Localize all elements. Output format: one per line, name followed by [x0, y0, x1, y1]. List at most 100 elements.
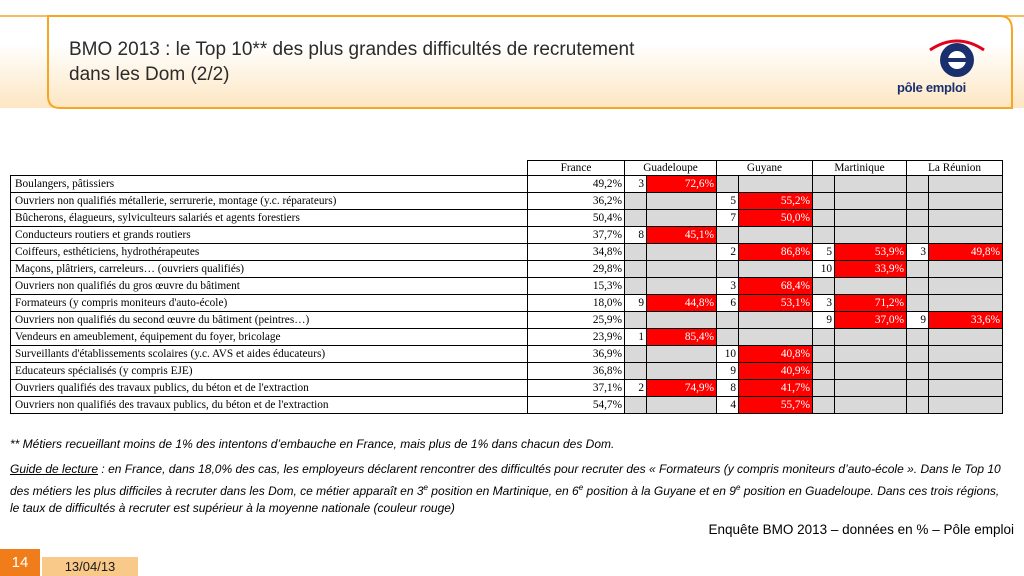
france-value: 15,3% [527, 277, 625, 295]
value-cell [928, 396, 1003, 414]
column-header-guyane: Guyane [716, 160, 813, 176]
table-row: Educateurs spécialisés (y compris EJE) 36… [10, 362, 1003, 380]
table-row: Formateurs (y compris moniteurs d'auto-é… [10, 294, 1003, 312]
value-cell [834, 328, 907, 346]
row-label: Ouvriers qualifiés des travaux publics, … [10, 379, 528, 397]
value-cell [928, 209, 1003, 227]
value-cell [646, 396, 717, 414]
value-cell: 68,4% [738, 277, 813, 295]
value-cell: 33,6% [928, 311, 1003, 329]
value-cell: 50,0% [738, 209, 813, 227]
table-row: Boulangers, pâtissiers 49,2% 3 72,6% [10, 175, 1003, 193]
rank-cell: 3 [624, 175, 647, 193]
rank-cell [716, 328, 739, 346]
value-cell [834, 277, 907, 295]
value-cell: 53,9% [834, 243, 907, 261]
value-cell [738, 226, 813, 244]
rank-cell [906, 209, 929, 227]
row-label: Ouvriers non qualifiés du gros œuvre du … [10, 277, 528, 295]
value-cell [834, 192, 907, 210]
rank-cell [624, 396, 647, 414]
slide-title: BMO 2013 : le Top 10** des plus grandes … [69, 37, 829, 87]
rank-cell [906, 294, 929, 312]
table-row: Conducteurs routiers et grands routiers 3… [10, 226, 1003, 244]
table-row: Coiffeurs, esthéticiens, hydrothérapeute… [10, 243, 1003, 261]
row-label: Educateurs spécialisés (y compris EJE) [10, 362, 528, 380]
value-cell [834, 396, 907, 414]
pole-emploi-logo-icon [929, 39, 985, 77]
rank-cell: 9 [716, 362, 739, 380]
france-value: 18,0% [527, 294, 625, 312]
value-cell [834, 345, 907, 363]
rank-cell: 4 [716, 396, 739, 414]
value-cell [646, 260, 717, 278]
france-value: 37,1% [527, 379, 625, 397]
column-header-guadeloupe: Guadeloupe [624, 160, 717, 176]
value-cell [928, 175, 1003, 193]
rank-cell [812, 277, 835, 295]
rank-cell: 9 [906, 311, 929, 329]
rank-cell [906, 175, 929, 193]
row-label: Vendeurs en ameublement, équipement du f… [10, 328, 528, 346]
rank-cell: 5 [812, 243, 835, 261]
row-label: Ouvriers non qualifiés des travaux publi… [10, 396, 528, 414]
table-row: Vendeurs en ameublement, équipement du f… [10, 328, 1003, 346]
row-label: Maçons, plâtriers, carreleurs… (ouvriers… [10, 260, 528, 278]
rank-cell: 2 [716, 243, 739, 261]
value-cell: 44,8% [646, 294, 717, 312]
rank-cell: 6 [716, 294, 739, 312]
value-cell: 49,8% [928, 243, 1003, 261]
guide-text-1: : en France, dans 18,0% des cas, les emp… [10, 462, 1001, 498]
france-value: 29,8% [527, 260, 625, 278]
value-cell [646, 243, 717, 261]
value-cell [928, 345, 1003, 363]
rank-cell: 3 [906, 243, 929, 261]
rank-cell: 10 [812, 260, 835, 278]
rank-cell: 10 [716, 345, 739, 363]
row-label: Formateurs (y compris moniteurs d'auto-é… [10, 294, 528, 312]
table-row: Ouvriers non qualifiés du gros œuvre du … [10, 277, 1003, 295]
row-label: Coiffeurs, esthéticiens, hydrothérapeute… [10, 243, 528, 261]
table-row: Ouvriers non qualifiés métallerie, serru… [10, 192, 1003, 210]
rank-cell [716, 260, 739, 278]
rank-cell: 3 [812, 294, 835, 312]
rank-cell [624, 311, 647, 329]
value-cell [646, 345, 717, 363]
column-header-la-reunion: La Réunion [906, 160, 1003, 176]
rank-cell [624, 260, 647, 278]
rank-cell [624, 277, 647, 295]
header-blank [11, 161, 528, 176]
row-label: Bûcherons, élagueurs, sylviculteurs sala… [10, 209, 528, 227]
row-label: Ouvriers non qualifiés métallerie, serru… [10, 192, 528, 210]
rank-cell: 1 [624, 328, 647, 346]
guide-sup-1: e [423, 482, 428, 492]
value-cell: 85,4% [646, 328, 717, 346]
title-line-2: dans les Dom (2/2) [69, 64, 230, 85]
reading-guide: Guide de lecture : en France, dans 18,0%… [10, 461, 1010, 518]
rank-cell: 9 [812, 311, 835, 329]
value-cell [738, 260, 813, 278]
guide-label: Guide de lecture [10, 462, 99, 476]
value-cell: 33,9% [834, 260, 907, 278]
table-row: Ouvriers non qualifiés des travaux publi… [10, 396, 1003, 414]
france-value: 23,9% [527, 328, 625, 346]
guide-text-2: position en Martinique, en 6 [427, 483, 579, 498]
value-cell [928, 260, 1003, 278]
value-cell: 71,2% [834, 294, 907, 312]
value-cell [646, 192, 717, 210]
table-header-row: France Guadeloupe Guyane Martinique La R… [11, 160, 1003, 176]
value-cell: 86,8% [738, 243, 813, 261]
rank-cell [624, 345, 647, 363]
footnote: ** Métiers recueillant moins de 1% des i… [10, 437, 615, 451]
value-cell [834, 226, 907, 244]
value-cell [646, 311, 717, 329]
value-cell [928, 226, 1003, 244]
rank-cell [812, 209, 835, 227]
value-cell: 74,9% [646, 379, 717, 397]
rank-cell [624, 243, 647, 261]
value-cell: 40,8% [738, 345, 813, 363]
title-line-1: BMO 2013 : le Top 10** des plus grandes … [69, 39, 635, 60]
source-note: Enquête BMO 2013 – données en % – Pôle e… [708, 522, 1014, 537]
value-cell [928, 362, 1003, 380]
table-row: Bûcherons, élagueurs, sylviculteurs sala… [10, 209, 1003, 227]
